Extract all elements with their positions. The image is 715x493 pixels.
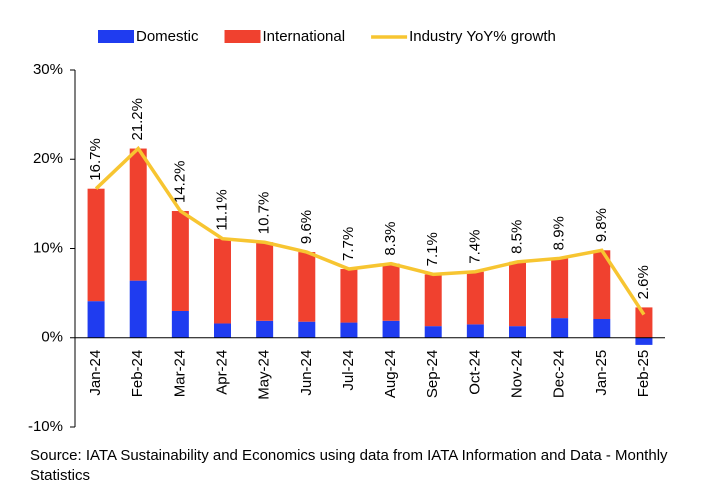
x-tick-label: Jul-24 <box>340 350 357 391</box>
x-tick-label: Sep-24 <box>424 350 441 398</box>
source-note: Source: IATA Sustainability and Economic… <box>30 447 668 484</box>
growth-line <box>94 145 646 316</box>
bar <box>256 320 274 338</box>
bar <box>424 274 442 327</box>
legend-label: Industry YoY% growth <box>409 28 556 45</box>
bar <box>298 252 316 322</box>
x-tick-label: Apr-24 <box>213 350 230 395</box>
data-label: 14.2% <box>171 160 188 203</box>
data-label: 7.7% <box>340 227 357 261</box>
bar <box>509 261 526 327</box>
data-label: 7.4% <box>466 230 483 264</box>
legend-label: Domestic <box>136 28 199 45</box>
bar <box>87 188 105 302</box>
bar <box>214 238 231 324</box>
bar <box>171 310 189 338</box>
bar <box>129 148 147 281</box>
bar <box>466 324 484 338</box>
x-tick-label: Dec-24 <box>551 350 568 398</box>
bar <box>466 271 484 325</box>
data-label: 11.1% <box>213 189 230 230</box>
bar <box>424 326 442 338</box>
data-label: 8.3% <box>382 221 399 255</box>
y-tick-label: 0% <box>41 329 63 346</box>
x-tick-label: Jun-24 <box>298 350 315 396</box>
y-tick-label: 30% <box>33 61 63 78</box>
legend-swatch <box>224 30 261 43</box>
x-tick-label: Feb-25 <box>635 350 652 398</box>
bar <box>214 323 231 338</box>
data-label: 10.7% <box>256 192 273 235</box>
bar <box>382 320 400 338</box>
data-label: 8.5% <box>508 220 525 254</box>
bar <box>87 301 105 338</box>
bar <box>635 337 653 345</box>
bar <box>256 242 274 321</box>
bar <box>593 250 611 320</box>
x-tick-label: Aug-24 <box>382 350 399 398</box>
bar <box>298 321 316 338</box>
x-tick-label: Feb-24 <box>129 350 146 398</box>
data-label: 21.2% <box>129 98 146 141</box>
data-label: 16.7% <box>87 138 104 181</box>
bar <box>340 322 358 338</box>
y-tick-label: 10% <box>33 239 63 256</box>
y-tick-label: 20% <box>33 150 63 167</box>
legend-label: International <box>263 28 346 45</box>
bar <box>382 263 400 321</box>
x-tick-label: Jan-25 <box>593 350 610 396</box>
data-label: 9.8% <box>593 208 610 242</box>
x-tick-label: Oct-24 <box>466 350 483 395</box>
bar <box>635 307 653 338</box>
bar <box>551 318 569 338</box>
bar <box>129 280 147 338</box>
data-label: 8.9% <box>551 216 568 250</box>
data-label: 2.6% <box>635 265 652 299</box>
data-label: 7.1% <box>424 232 441 266</box>
bar <box>171 211 189 311</box>
x-tick-label: May-24 <box>256 350 273 400</box>
bar <box>593 319 611 338</box>
y-tick-label: -10% <box>28 418 63 435</box>
x-tick-label: Nov-24 <box>508 350 525 398</box>
legend-swatch <box>98 30 134 43</box>
x-tick-label: Jan-24 <box>87 350 104 396</box>
bar <box>509 326 526 338</box>
x-tick-label: Mar-24 <box>171 350 188 398</box>
data-label: 9.6% <box>298 210 315 244</box>
bar <box>340 269 358 323</box>
bar <box>551 258 569 319</box>
